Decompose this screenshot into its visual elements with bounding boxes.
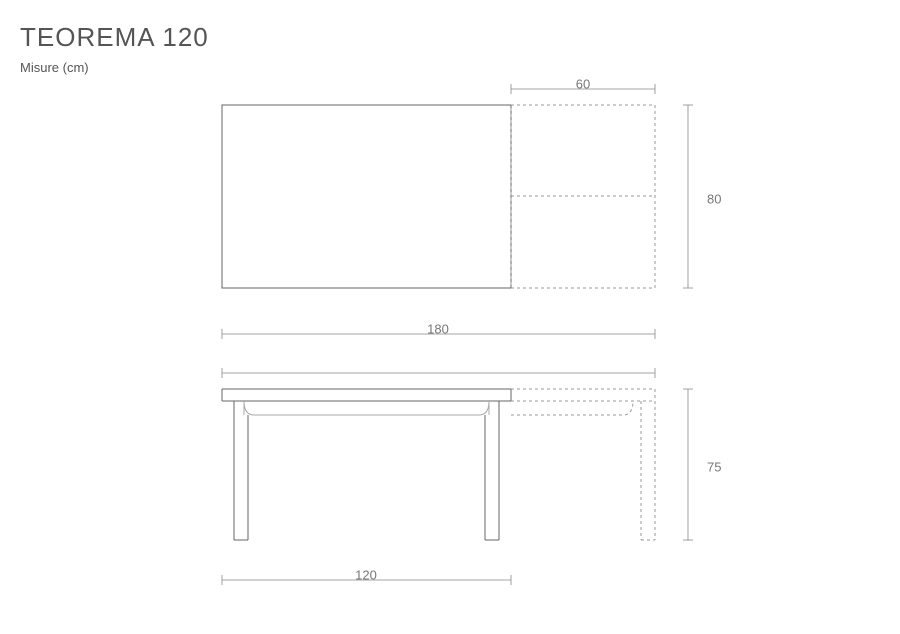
svg-text:120: 120 xyxy=(355,567,377,582)
technical-drawing: 60 180 80 120 75 xyxy=(0,0,900,634)
units-subtitle: Misure (cm) xyxy=(20,60,89,75)
svg-text:80: 80 xyxy=(707,191,721,206)
svg-text:75: 75 xyxy=(707,459,721,474)
product-title: TEOREMA 120 xyxy=(20,22,209,53)
svg-text:180: 180 xyxy=(427,321,449,336)
svg-text:60: 60 xyxy=(576,76,590,91)
